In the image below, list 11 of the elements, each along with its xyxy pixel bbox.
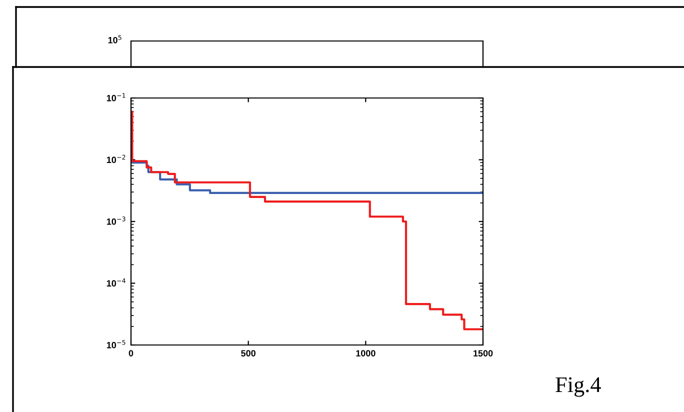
text: 10$^{5}$ xyxy=(108,35,122,44)
y-tick-label: 10$^{−3}$ xyxy=(106,216,126,225)
y-tick-label: 10$^{−2}$ xyxy=(106,154,126,164)
y-tick-label: 10$^{−1}$ xyxy=(106,93,126,102)
y-tick-label: 10$^{−4}$ xyxy=(106,278,126,287)
x-tick-label: 0 xyxy=(128,350,134,356)
x-tick-label: 1000 xyxy=(356,350,376,356)
y-tick-label: 10$^{−5}$ xyxy=(106,340,126,348)
x-tick-label: 500 xyxy=(241,350,256,356)
x-tick-label: 1500 xyxy=(474,350,493,356)
caption: Fig.4 xyxy=(556,377,601,397)
